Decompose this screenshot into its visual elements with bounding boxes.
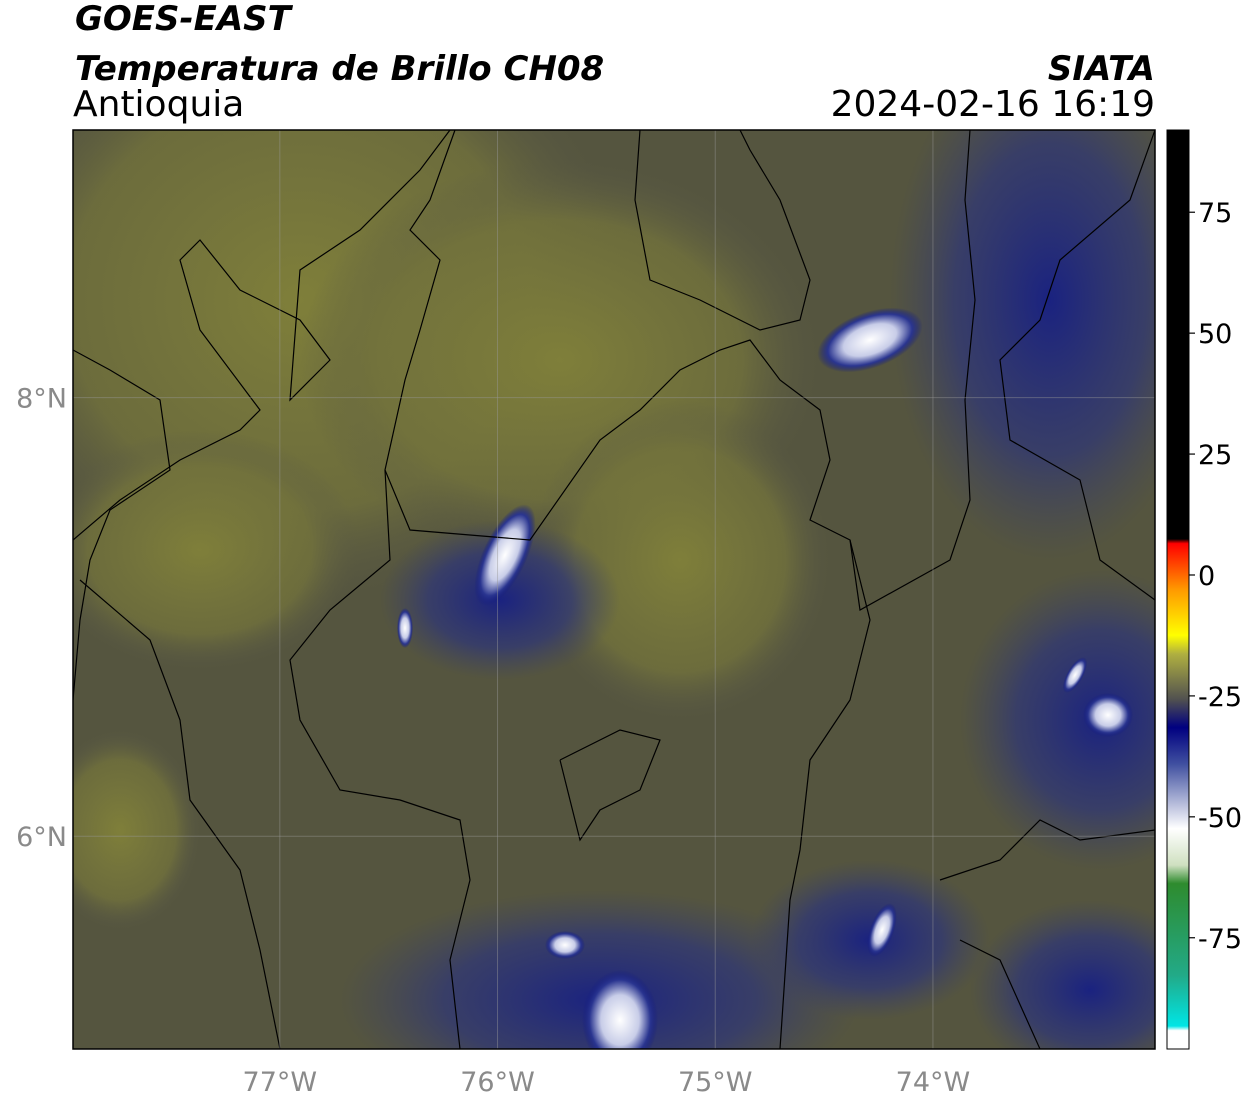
title: GOES-EAST (75, 0, 294, 39)
region: Antioquia (73, 84, 244, 125)
source: SIATA (1048, 49, 1155, 89)
colorbar (1166, 129, 1190, 1050)
graticule (73, 130, 1155, 1049)
datetime: 2024-02-16 16:19 (831, 84, 1155, 125)
x-tick-label: 76°W (460, 1067, 535, 1098)
colorbar-tick-label: 50 (1198, 319, 1232, 350)
colorbar-tick-label: 75 (1198, 198, 1232, 229)
y-tick-label: 8°N (16, 384, 67, 415)
x-tick-label: 75°W (678, 1067, 753, 1098)
x-tick-label: 77°W (243, 1067, 318, 1098)
colorbar-tick-label: 25 (1198, 440, 1232, 471)
subtitle: Temperatura de Brillo CH08 (75, 49, 604, 89)
y-tick-label: 6°N (16, 822, 67, 853)
colorbar-tick-label: -75 (1198, 924, 1242, 955)
colorbar-tick-label: -50 (1198, 803, 1242, 834)
colorbar-tick-label: 0 (1198, 561, 1215, 592)
colorbar-tick-label: -25 (1198, 682, 1242, 713)
map-frame (72, 129, 1156, 1050)
x-tick-label: 74°W (896, 1067, 971, 1098)
